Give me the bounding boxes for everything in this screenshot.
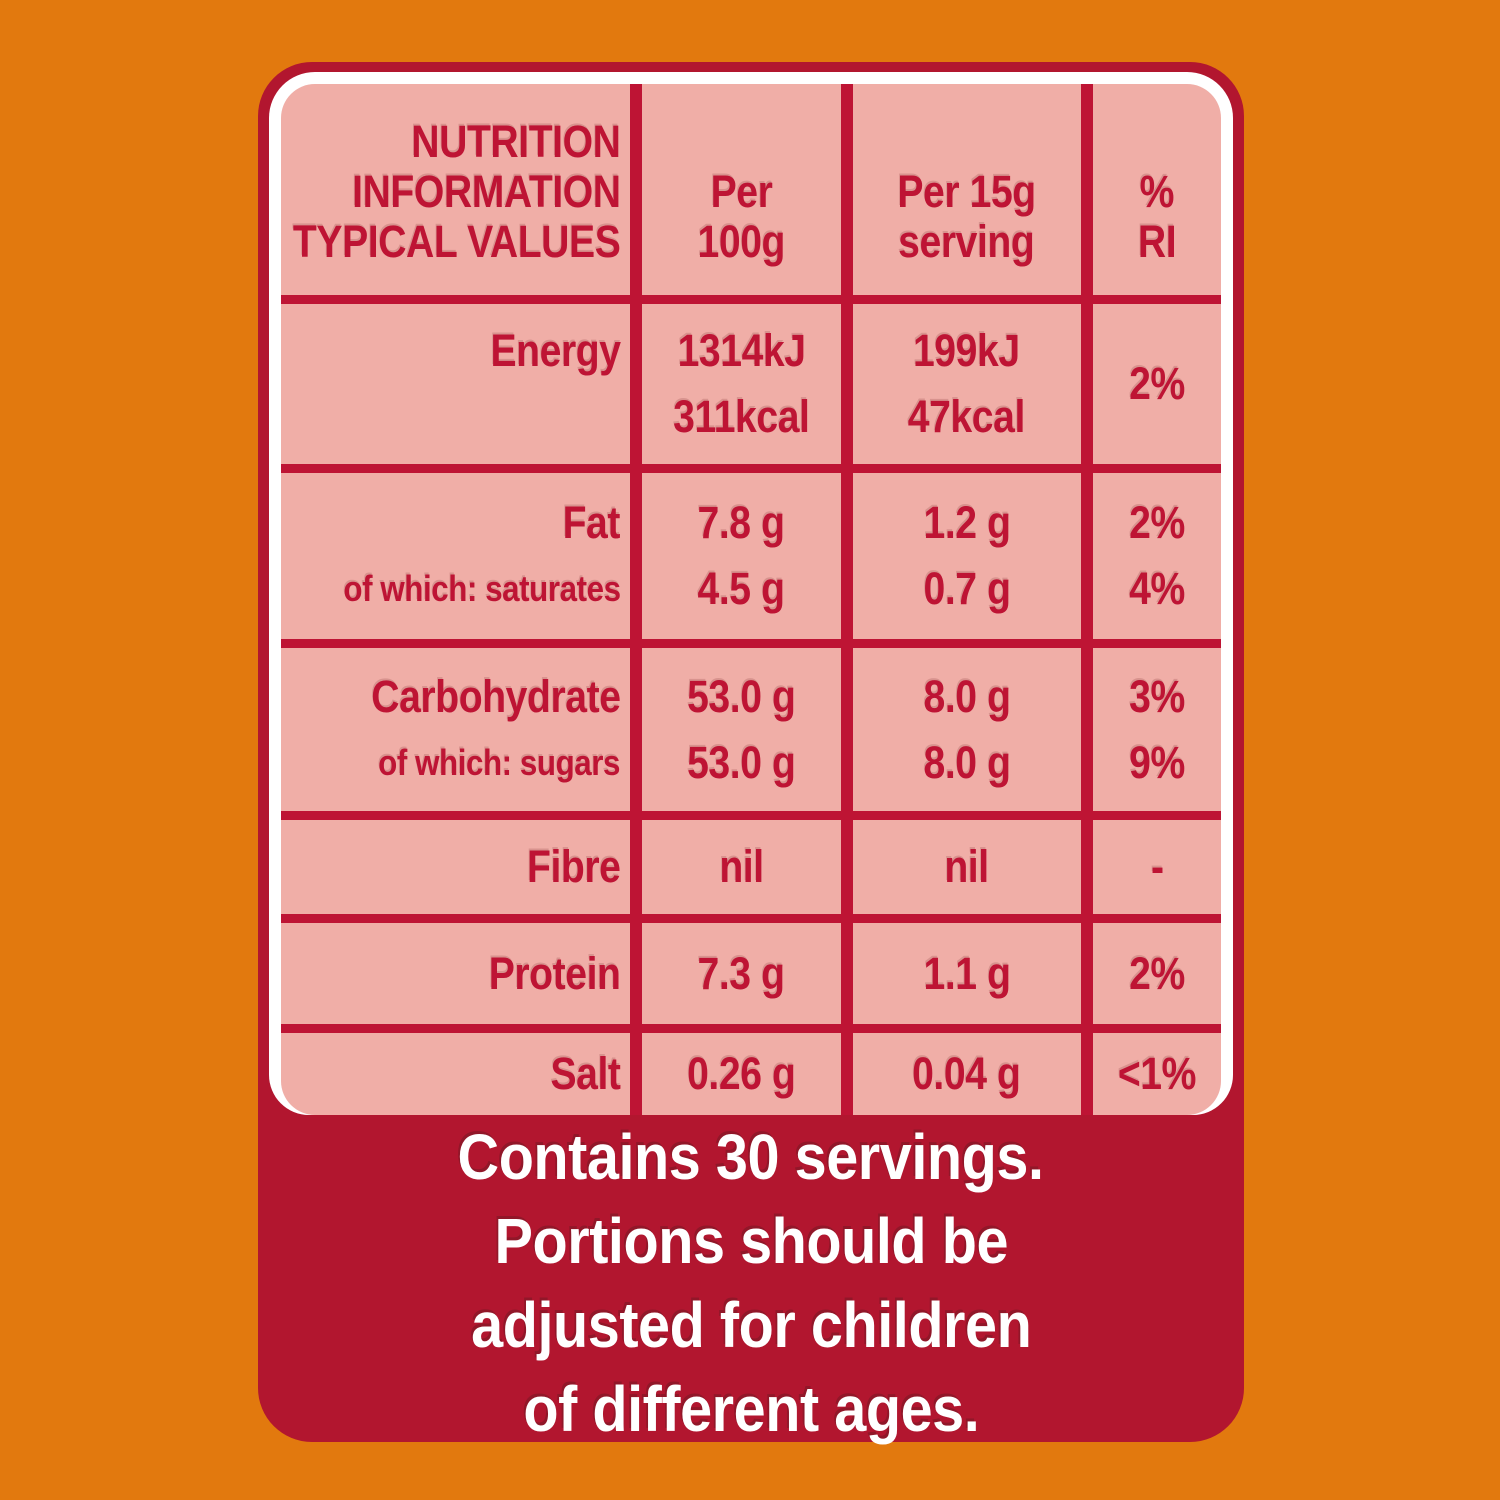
salt-label-cell: Salt <box>281 1033 643 1115</box>
protein-per15-cell: 1.1 g <box>853 923 1093 1024</box>
carb-ri: 3% <box>1129 670 1185 722</box>
row-fat: Fat of which: saturates 7.8 g 4.5 g 1.2 … <box>281 464 1221 639</box>
fat-label-cell: Fat of which: saturates <box>281 473 643 639</box>
salt-ri: <1% <box>1117 1048 1197 1099</box>
fibre-per15: nil <box>944 841 990 892</box>
header-ri-line1: % <box>1139 166 1175 217</box>
energy-per15-cell: 199kJ 47kcal <box>853 304 1093 464</box>
fat-saturates-per15: 0.7 g <box>923 563 1011 614</box>
fibre-ri-cell: - <box>1093 820 1221 914</box>
energy-ri: 2% <box>1129 358 1185 409</box>
nutrition-label-card: NUTRITION INFORMATION TYPICAL VALUES Per… <box>258 62 1244 1445</box>
energy-ri-cell: 2% <box>1093 304 1221 464</box>
energy-per100-kj: 1314kJ <box>677 325 806 376</box>
header-title-line1: NUTRITION <box>411 116 621 167</box>
energy-label: Energy <box>490 325 621 376</box>
fat-ri-cell: 2% 4% <box>1093 473 1221 639</box>
servings-note-line3: adjusted for children <box>470 1289 1032 1361</box>
table-header-row: NUTRITION INFORMATION TYPICAL VALUES Per… <box>281 84 1221 295</box>
fat-per100: 7.8 g <box>697 497 785 548</box>
servings-note-line4: of different ages. <box>523 1373 979 1445</box>
carb-per100-cell: 53.0 g 53.0 g <box>642 648 853 811</box>
row-protein: Protein 7.3 g 1.1 g 2% <box>281 914 1221 1024</box>
fat-per15: 1.2 g <box>923 497 1011 548</box>
fat-ri: 2% <box>1129 497 1185 548</box>
energy-per15-kj: 199kJ <box>913 325 1021 376</box>
protein-ri-cell: 2% <box>1093 923 1221 1024</box>
salt-per15-cell: 0.04 g <box>853 1033 1093 1115</box>
row-fibre: Fibre nil nil - <box>281 811 1221 914</box>
salt-per15: 0.04 g <box>912 1048 1022 1099</box>
carb-sugars-ri: 9% <box>1129 736 1185 788</box>
fat-saturates-per100: 4.5 g <box>697 563 785 614</box>
carb-sugars-per15: 8.0 g <box>923 736 1011 788</box>
fat-saturates-ri: 4% <box>1129 563 1185 614</box>
protein-per100: 7.3 g <box>697 947 785 999</box>
header-per100-line1: Per <box>710 166 773 217</box>
protein-per15: 1.1 g <box>923 947 1011 999</box>
energy-label-cell: Energy <box>281 304 643 464</box>
salt-per100-cell: 0.26 g <box>642 1033 853 1115</box>
table-white-outline: NUTRITION INFORMATION TYPICAL VALUES Per… <box>269 72 1233 1115</box>
row-carbohydrate: Carbohydrate of which: sugars 53.0 g 53.… <box>281 639 1221 811</box>
fat-per100-cell: 7.8 g 4.5 g <box>642 473 853 639</box>
header-serving-line2: serving <box>898 216 1036 267</box>
header-ri-line2: RI <box>1137 216 1177 267</box>
nutrition-table: NUTRITION INFORMATION TYPICAL VALUES Per… <box>281 84 1221 1115</box>
fibre-ri: - <box>1150 841 1164 892</box>
header-title-line3: TYPICAL VALUES <box>292 216 621 267</box>
fat-label: Fat <box>562 497 621 548</box>
header-per-100g: Per 100g <box>642 84 853 295</box>
row-salt: Salt 0.26 g 0.04 g <1% <box>281 1024 1221 1115</box>
carb-sugars-label: of which: sugars <box>378 741 621 783</box>
protein-label: Protein <box>488 947 621 999</box>
energy-per100-cell: 1314kJ 311kcal <box>642 304 853 464</box>
header-title-line2: INFORMATION <box>351 166 621 217</box>
carb-per100: 53.0 g <box>687 670 796 722</box>
protein-per100-cell: 7.3 g <box>642 923 853 1024</box>
header-per-serving: Per 15g serving <box>853 84 1093 295</box>
carb-per15: 8.0 g <box>923 670 1011 722</box>
servings-note-line1: Contains 30 servings. <box>458 1121 1044 1193</box>
carb-label: Carbohydrate <box>371 670 621 722</box>
protein-ri: 2% <box>1129 947 1185 999</box>
protein-label-cell: Protein <box>281 923 643 1024</box>
fibre-label: Fibre <box>526 841 621 892</box>
fibre-per15-cell: nil <box>853 820 1093 914</box>
carb-ri-cell: 3% 9% <box>1093 648 1221 811</box>
header-serving-line1: Per 15g <box>897 166 1037 217</box>
fibre-per100: nil <box>719 841 764 892</box>
energy-per100-kcal: 311kcal <box>673 391 810 442</box>
salt-per100: 0.26 g <box>687 1048 796 1099</box>
header-percent-ri: % RI <box>1093 84 1221 295</box>
fibre-per100-cell: nil <box>642 820 853 914</box>
salt-ri-cell: <1% <box>1093 1033 1221 1115</box>
fat-saturates-label: of which: saturates <box>343 568 621 609</box>
carb-label-cell: Carbohydrate of which: sugars <box>281 648 643 811</box>
header-typical-values: NUTRITION INFORMATION TYPICAL VALUES <box>281 84 643 295</box>
header-per100-line2: 100g <box>697 216 786 267</box>
fibre-label-cell: Fibre <box>281 820 643 914</box>
servings-note-line2: Portions should be <box>494 1205 1008 1277</box>
fat-per15-cell: 1.2 g 0.7 g <box>853 473 1093 639</box>
carb-per15-cell: 8.0 g 8.0 g <box>853 648 1093 811</box>
salt-label: Salt <box>550 1048 621 1099</box>
servings-note: Contains 30 servings. Portions should be… <box>269 1115 1233 1463</box>
energy-per15-kcal: 47kcal <box>908 391 1026 442</box>
row-energy: Energy 1314kJ 311kcal 199kJ 47kcal 2% <box>281 295 1221 464</box>
carb-sugars-per100: 53.0 g <box>687 736 796 788</box>
